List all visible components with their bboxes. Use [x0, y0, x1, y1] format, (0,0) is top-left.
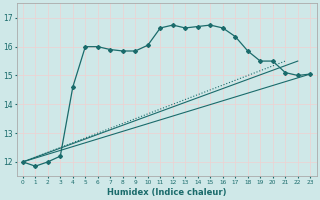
X-axis label: Humidex (Indice chaleur): Humidex (Indice chaleur): [107, 188, 226, 197]
